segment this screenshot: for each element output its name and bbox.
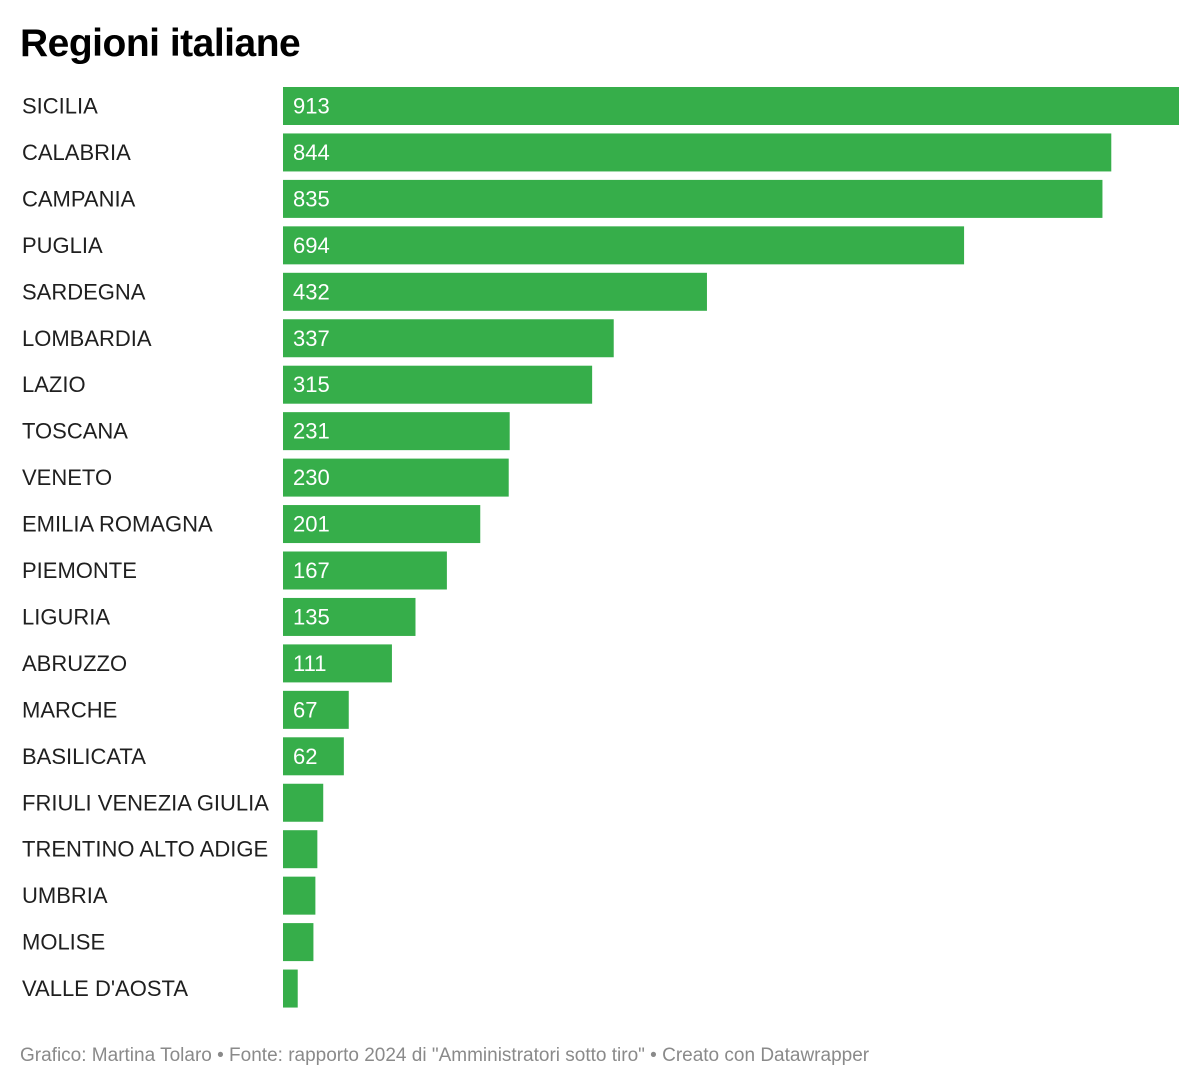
category-label-campania: CAMPANIA [22,186,136,211]
bar-valle-d-aosta [283,969,298,1008]
category-label-puglia: PUGLIA [22,233,103,258]
value-label-liguria: 135 [293,604,330,629]
value-label-toscana: 231 [293,419,330,444]
category-label-friuli-venezia-giulia: FRIULI VENEZIA GIULIA [22,790,269,815]
bar-chart: SICILIA 913 CALABRIA 844 CAMPANIA 835 PUGLIA 69… [22,87,1179,1008]
value-label-calabria: 844 [293,140,330,165]
category-label-umbria: UMBRIA [22,883,108,908]
value-label-sicilia: 913 [293,94,330,119]
value-label-sardegna: 432 [293,279,330,304]
category-label-sardegna: SARDEGNA [22,279,146,304]
category-label-calabria: CALABRIA [22,140,131,165]
category-label-basilicata: BASILICATA [22,744,146,769]
value-label-lazio: 315 [293,372,330,397]
bar-friuli-venezia-giulia [283,783,324,822]
value-label-puglia: 694 [293,233,330,258]
bar-toscana [283,412,510,451]
category-label-sicilia: SICILIA [22,94,98,119]
category-label-molise: MOLISE [22,930,105,955]
chart-title: Regioni italiane [20,22,301,65]
bar-basilicata [283,737,344,776]
category-label-valle-d-aosta: VALLE D'AOSTA [22,976,188,1001]
value-label-basilicata: 62 [293,744,317,769]
bar-campania [283,179,1103,218]
bar-puglia [283,226,965,265]
bar-sardegna [283,272,707,311]
value-label-campania: 835 [293,186,330,211]
chart-footer: Grafico: Martina Tolaro • Fonte: rapport… [20,1045,870,1066]
value-label-abruzzo: 111 [293,651,326,676]
bar-umbria [283,876,316,915]
category-label-lombardia: LOMBARDIA [22,326,152,351]
value-label-marche: 67 [293,697,317,722]
bar-emilia-romagna [283,505,481,544]
category-label-marche: MARCHE [22,697,117,722]
bar-marche [283,690,349,729]
bar-lombardia [283,319,614,358]
bar-lazio [283,365,593,404]
category-label-piemonte: PIEMONTE [22,558,137,583]
bar-veneto [283,458,509,497]
category-label-lazio: LAZIO [22,372,86,397]
bar-molise [283,923,314,962]
category-label-veneto: VENETO [22,465,112,490]
category-label-emilia-romagna: EMILIA ROMAGNA [22,512,213,537]
value-label-veneto: 230 [293,465,330,490]
category-label-abruzzo: ABRUZZO [22,651,127,676]
value-label-emilia-romagna: 201 [293,512,330,537]
bar-liguria [283,597,416,636]
category-label-trentino-alto-adige: TRENTINO ALTO ADIGE [22,837,268,862]
category-label-liguria: LIGURIA [22,604,110,629]
bar-sicilia [283,87,1179,125]
bar-calabria [283,133,1112,172]
bar-piemonte [283,551,447,590]
category-label-toscana: TOSCANA [22,419,128,444]
bar-trentino-alto-adige [283,830,318,869]
value-label-piemonte: 167 [293,558,330,583]
value-label-lombardia: 337 [293,326,330,351]
bar-abruzzo [283,644,392,683]
